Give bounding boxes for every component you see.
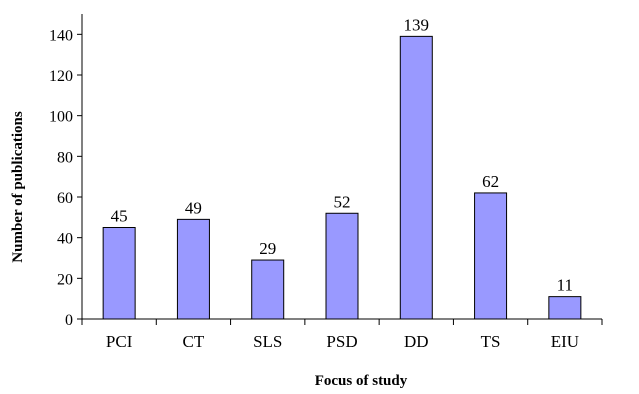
bar-pci xyxy=(102,227,136,320)
bar-eiu xyxy=(548,296,582,320)
data-label-dd: 139 xyxy=(404,15,430,34)
y-tick-label: 0 xyxy=(65,312,73,329)
y-tick-label: 80 xyxy=(57,149,73,166)
x-tick-label-ct: CT xyxy=(183,332,205,351)
x-tick-label-ts: TS xyxy=(481,332,501,351)
data-label-psd: 52 xyxy=(334,192,351,211)
x-tick-label-sls: SLS xyxy=(253,332,282,351)
data-label-sls: 29 xyxy=(259,239,276,258)
y-tick-label: 20 xyxy=(57,271,73,288)
x-tick-label-dd: DD xyxy=(404,332,429,351)
x-tick-label-pci: PCI xyxy=(106,332,133,351)
data-label-pci: 45 xyxy=(111,207,128,226)
data-label-ts: 62 xyxy=(482,172,499,191)
bar-ts xyxy=(474,192,508,320)
bar-dd xyxy=(399,35,433,320)
y-tick-label: 100 xyxy=(49,109,73,126)
y-tick-label: 120 xyxy=(49,68,73,85)
data-label-ct: 49 xyxy=(185,198,202,217)
y-axis-title: Number of publications xyxy=(10,111,26,263)
bar-sls xyxy=(251,259,285,320)
y-tick-label: 60 xyxy=(57,190,73,207)
bar-psd xyxy=(325,212,359,320)
x-axis-title: Focus of study xyxy=(315,373,408,389)
y-tick-label: 40 xyxy=(57,231,73,248)
data-label-eiu: 11 xyxy=(557,276,573,295)
x-tick-label-psd: PSD xyxy=(326,332,357,351)
plot-area: 0 20 40 60 80 100 120 140 45 PCI 49 CT 29 SLS 52 PSD 139… xyxy=(49,14,603,351)
x-tick-label-eiu: EIU xyxy=(551,332,579,351)
bar-ct xyxy=(176,218,210,320)
y-tick-label: 140 xyxy=(49,27,73,44)
